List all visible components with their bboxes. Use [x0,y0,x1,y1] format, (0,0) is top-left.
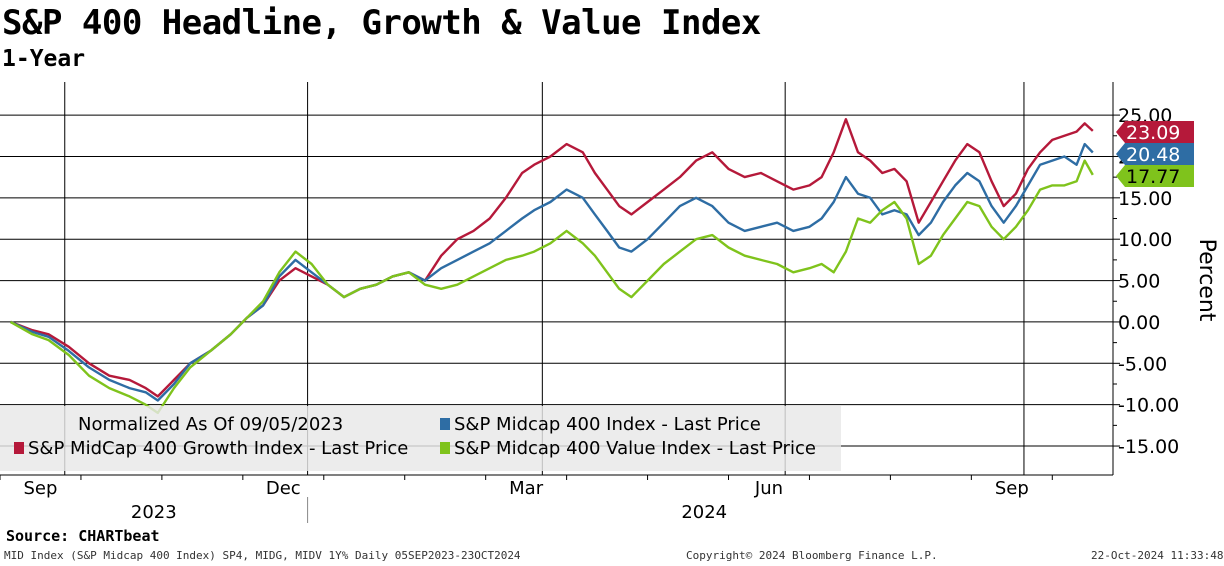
value-last-value-tag [1116,165,1194,187]
legend-headline-label: S&P Midcap 400 Index - Last Price [454,414,761,435]
series-lines [9,117,1094,415]
y-tick-label: -5.00 [1118,353,1167,375]
y-tick-label: -10.00 [1118,395,1179,417]
x-month-label: Dec [266,478,301,499]
x-axis: Sep Dec Mar Jun Sep 2023 2024 [0,474,1113,523]
growth-swatch [14,442,24,454]
y-tick-label: 10.00 [1118,229,1172,251]
grid [0,82,1113,475]
headline-last-value-tag [1116,143,1194,165]
chart-subtitle: 1-Year [2,46,86,72]
legend-value: S&P Midcap 400 Value Index - Last Price [440,438,816,460]
legend-value-label: S&P Midcap 400 Value Index - Last Price [454,438,816,459]
x-year-label: 2023 [131,502,177,523]
value-last-value-label: 17.77 [1126,166,1180,188]
growth-series-line [10,117,1094,398]
footer-ticker-info: MID Index (S&P Midcap 400 Index) SP4, MI… [4,549,521,562]
x-month-label: Sep [995,478,1029,499]
legend: Normalized As Of 09/05/2023 S&P Midcap 4… [0,406,841,471]
headline-series-line [10,142,1094,402]
y-axis-title: Percent [1194,239,1219,322]
footer-copyright: Copyright© 2024 Bloomberg Finance L.P. [686,549,938,562]
y-tick-label: 0.00 [1118,312,1160,334]
headline-swatch [440,418,450,430]
growth-last-value-label: 23.09 [1126,122,1180,144]
value-swatch [440,442,450,454]
chart-title: S&P 400 Headline, Growth & Value Index [2,3,761,43]
x-month-label: Mar [509,478,544,499]
legend-headline: S&P Midcap 400 Index - Last Price [440,414,761,436]
x-month-label: Jun [754,478,783,499]
value-series-line [9,159,1094,415]
x-year-label: 2024 [681,502,727,523]
legend-growth-label: S&P MidCap 400 Growth Index - Last Price [28,438,409,459]
y-tick-label: -15.00 [1118,436,1179,458]
legend-normalized-note: Normalized As Of 09/05/2023 [78,414,344,435]
footer-timestamp: 22-Oct-2024 11:33:48 [1091,549,1224,562]
headline-last-value-label: 20.48 [1126,144,1180,166]
x-month-label: Sep [24,478,58,499]
y-tick-label: 5.00 [1118,271,1160,293]
growth-last-value-tag [1116,121,1194,143]
y-tick-label: 15.00 [1118,188,1172,210]
legend-growth: S&P MidCap 400 Growth Index - Last Price [14,438,408,460]
source-note: Source: CHARTbeat [6,527,160,545]
